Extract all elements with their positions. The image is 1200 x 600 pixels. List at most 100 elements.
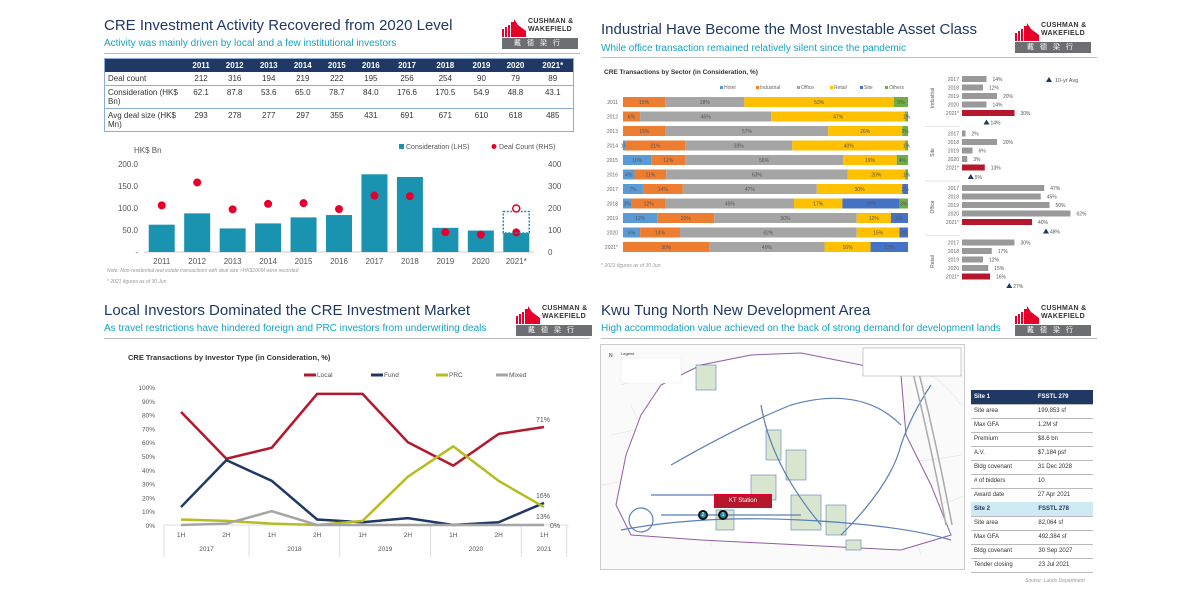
table-cell: 170.5 [426, 85, 465, 109]
deal-count-point [193, 178, 202, 187]
table-header-cell: 2014 [285, 58, 320, 72]
group-label: Retail [930, 255, 936, 268]
y2-tick-label: 200 [548, 204, 562, 213]
year-label: 2017 [948, 241, 959, 247]
segment-label: 6% [628, 115, 636, 121]
bar-value-label: 20% [1003, 140, 1014, 146]
stacked-segment [651, 155, 686, 165]
stacked-segment [640, 227, 680, 238]
x-tick-label: 2021* [506, 257, 527, 266]
bar-value-label: 50% [1056, 203, 1067, 209]
deal-count-point [299, 199, 308, 208]
stacked-segment [902, 184, 908, 194]
site-label: A.V. [971, 446, 1035, 461]
segment-label: 30% [661, 245, 672, 251]
year-label: 2020 [948, 157, 959, 163]
avg-value-label: 5% [975, 175, 983, 181]
site-row: Premium $8.6 bn [971, 432, 1093, 447]
site-row: Bldg covenant 30 Sep 2027 [971, 544, 1093, 559]
consideration-bar [326, 215, 352, 252]
x-group-label: 2017 [199, 546, 214, 553]
stacked-segment [794, 198, 843, 209]
table-cell: 195 [353, 71, 388, 86]
site-2-table: Site 2 FSSTL 278 Site area 82,064 sf Max GFA… [971, 502, 1093, 573]
table-cell: 219 [285, 71, 320, 86]
legend-consideration-label: Consideration (LHS) [406, 144, 469, 151]
table-cell: 316 [217, 71, 252, 86]
site-value: 492,384 sf [1035, 530, 1093, 545]
series-line-mixed [180, 509, 544, 527]
x-group-label: 2021 [537, 546, 552, 553]
end-value-label: 71% [536, 417, 550, 424]
logo-chinese: 戴德梁行 [1015, 325, 1091, 336]
deal-count-point [370, 191, 379, 200]
avg-value-label: 48% [1050, 230, 1061, 236]
table-cell: 671 [426, 108, 465, 132]
segment-label: 14% [658, 187, 669, 193]
site-header-cell: Site 1 [971, 390, 1035, 405]
year-label: 2019 [948, 258, 959, 264]
kwu-tung-map[interactable]: N Legend KT Station 2 1 [600, 344, 965, 570]
x-tick-label: 1H [268, 532, 277, 539]
site-row: A.V. $7,184 psf [971, 446, 1093, 461]
bar-value-label: 14% [993, 103, 1004, 109]
logo-bars-icon [502, 19, 526, 37]
segment-label: 30% [855, 187, 866, 193]
y-tick-label: 150.0 [118, 182, 139, 191]
site-value: 199,853 sf [1034, 404, 1093, 419]
segment-label: 11% [646, 173, 656, 179]
table-cell: 256 [387, 71, 427, 86]
stacked-segment [623, 111, 641, 122]
year-label: 2020 [948, 266, 959, 272]
segment-label: 62% [763, 231, 774, 237]
site-header-cell: Site 2 [971, 502, 1036, 517]
row-label: Deal count [104, 71, 185, 86]
consideration-bar [503, 233, 530, 252]
logo-line2: WAKEFIELD [528, 26, 572, 33]
legend-label: PRC [449, 372, 463, 379]
x-group-label: 2020 [469, 546, 484, 553]
segment-label: 1% [903, 173, 911, 179]
site-row: Tender closing 23 Jul 2021 [971, 558, 1093, 573]
x-tick-label: 2014 [259, 257, 277, 266]
stacked-segment [666, 169, 848, 180]
y-tick-label: 2012 [607, 115, 618, 121]
y-tick-label: 20% [142, 495, 155, 502]
bar-value-label: 3% [973, 157, 981, 163]
sector-bar [962, 273, 990, 280]
table-cell: 278 [217, 108, 252, 132]
stacked-segment [828, 126, 903, 136]
series-line-local [180, 392, 545, 468]
segment-label: 13% [884, 245, 895, 251]
segment-label: 16% [843, 245, 854, 251]
stacked-segment [842, 198, 900, 209]
avg-marker-icon [1046, 77, 1052, 82]
bar-value-label: 12% [989, 86, 1000, 92]
site-header-row: Site 1 FSSTL 279 [971, 390, 1093, 405]
bar-value-label: 20% [1003, 94, 1014, 100]
site-value: 31 Dec 2028 [1034, 460, 1093, 475]
group-label: Office [930, 200, 936, 213]
table-row: Consideration (HK$ Bn) 62.1 87.8 53.6 65.0 78… [104, 85, 574, 109]
segment-label: 15% [873, 231, 884, 237]
brand-logo: CUSHMAN & WAKEFIELD 戴德梁行 [1015, 21, 1093, 55]
divider [601, 57, 1097, 58]
table-header-cell: 2016 [353, 58, 388, 72]
site-1-marker[interactable]: 1 [718, 510, 728, 520]
stacked-segment [631, 198, 666, 209]
stacked-segment [902, 126, 908, 136]
site-2-marker[interactable]: 2 [698, 510, 708, 520]
sector-bar [962, 84, 983, 91]
segment-label: 47% [745, 187, 756, 193]
year-label: 2017 [948, 132, 959, 138]
year-label: 2021* [946, 275, 959, 281]
year-label: 2018 [948, 249, 959, 255]
legend-label: Mixed [509, 372, 527, 379]
deal-count-point [441, 228, 450, 237]
map-drawing: N Legend [601, 347, 964, 556]
stacked-segment [870, 242, 908, 252]
series-line-prc [180, 444, 545, 527]
panel1-title: CRE Investment Activity Recovered from 2… [104, 17, 453, 34]
stacked-segment [634, 169, 667, 180]
site-row: Site area 199,853 sf [971, 404, 1093, 419]
